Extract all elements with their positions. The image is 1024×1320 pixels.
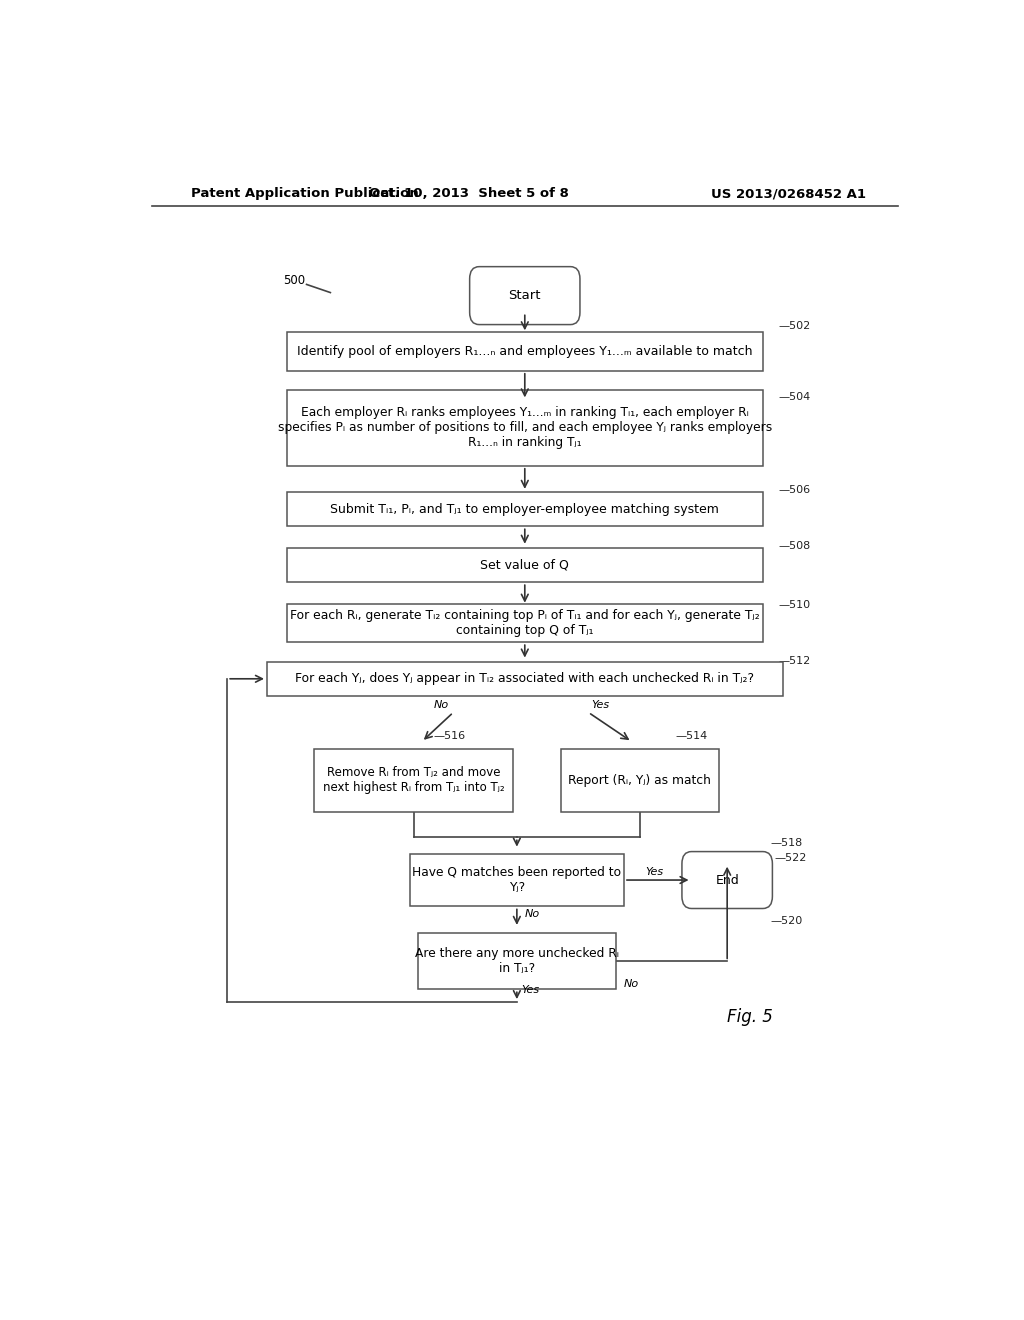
Text: For each Yⱼ, does Yⱼ appear in Tᵢ₂ associated with each unchecked Rᵢ in Tⱼ₂?: For each Yⱼ, does Yⱼ appear in Tᵢ₂ assoc…	[295, 672, 755, 685]
FancyBboxPatch shape	[682, 851, 772, 908]
Bar	[560, 748, 719, 812]
Text: —522: —522	[775, 853, 807, 863]
Text: Patent Application Publication: Patent Application Publication	[191, 187, 419, 201]
Text: —520: —520	[771, 916, 803, 925]
Text: —510: —510	[778, 599, 811, 610]
Text: End: End	[716, 874, 739, 887]
Bar	[410, 854, 624, 907]
Text: —514: —514	[676, 731, 708, 741]
Text: Start: Start	[509, 289, 541, 302]
Bar	[287, 492, 763, 527]
Text: No: No	[524, 908, 540, 919]
Text: Yes: Yes	[591, 700, 609, 710]
Bar	[287, 333, 763, 371]
Text: —516: —516	[433, 731, 466, 741]
Text: For each Rᵢ, generate Tᵢ₂ containing top Pᵢ of Tᵢ₁ and for each Yⱼ, generate Tⱼ₂: For each Rᵢ, generate Tᵢ₂ containing top…	[290, 609, 760, 636]
Text: —508: —508	[778, 541, 811, 550]
Bar	[267, 661, 782, 696]
Text: Set value of Q: Set value of Q	[480, 558, 569, 572]
Text: —518: —518	[771, 838, 803, 849]
Bar	[418, 933, 616, 989]
Bar	[287, 603, 763, 643]
Text: Yes: Yes	[521, 985, 539, 995]
Text: Remove Rᵢ from Tⱼ₂ and move
next highest Rᵢ from Tⱼ₁ into Tⱼ₂: Remove Rᵢ from Tⱼ₂ and move next highest…	[323, 767, 505, 795]
Text: 500: 500	[283, 273, 305, 286]
Text: Are there any more unchecked Rᵢ
in Tⱼ₁?: Are there any more unchecked Rᵢ in Tⱼ₁?	[415, 948, 618, 975]
Text: Report (Rᵢ, Yⱼ) as match: Report (Rᵢ, Yⱼ) as match	[568, 774, 712, 787]
Bar	[287, 548, 763, 582]
Bar	[287, 389, 763, 466]
Text: Each employer Rᵢ ranks employees Y₁...ₘ in ranking Tᵢ₁, each employer Rᵢ
specifi: Each employer Rᵢ ranks employees Y₁...ₘ …	[278, 407, 772, 449]
Text: No: No	[434, 700, 450, 710]
Text: No: No	[624, 978, 639, 989]
Text: —504: —504	[778, 392, 811, 403]
Text: Oct. 10, 2013  Sheet 5 of 8: Oct. 10, 2013 Sheet 5 of 8	[370, 187, 569, 201]
Text: US 2013/0268452 A1: US 2013/0268452 A1	[711, 187, 866, 201]
Text: Yes: Yes	[645, 867, 664, 876]
Text: Submit Tᵢ₁, Pᵢ, and Tⱼ₁ to employer-employee matching system: Submit Tᵢ₁, Pᵢ, and Tⱼ₁ to employer-empl…	[331, 503, 719, 516]
Text: —506: —506	[778, 484, 811, 495]
Text: Have Q matches been reported to
Yⱼ?: Have Q matches been reported to Yⱼ?	[413, 866, 622, 894]
Text: —512: —512	[778, 656, 811, 665]
Text: Identify pool of employers R₁...ₙ and employees Y₁...ₘ available to match: Identify pool of employers R₁...ₙ and em…	[297, 345, 753, 358]
Text: Fig. 5: Fig. 5	[727, 1008, 773, 1026]
FancyBboxPatch shape	[470, 267, 580, 325]
Bar	[314, 748, 513, 812]
Text: —502: —502	[778, 321, 811, 331]
